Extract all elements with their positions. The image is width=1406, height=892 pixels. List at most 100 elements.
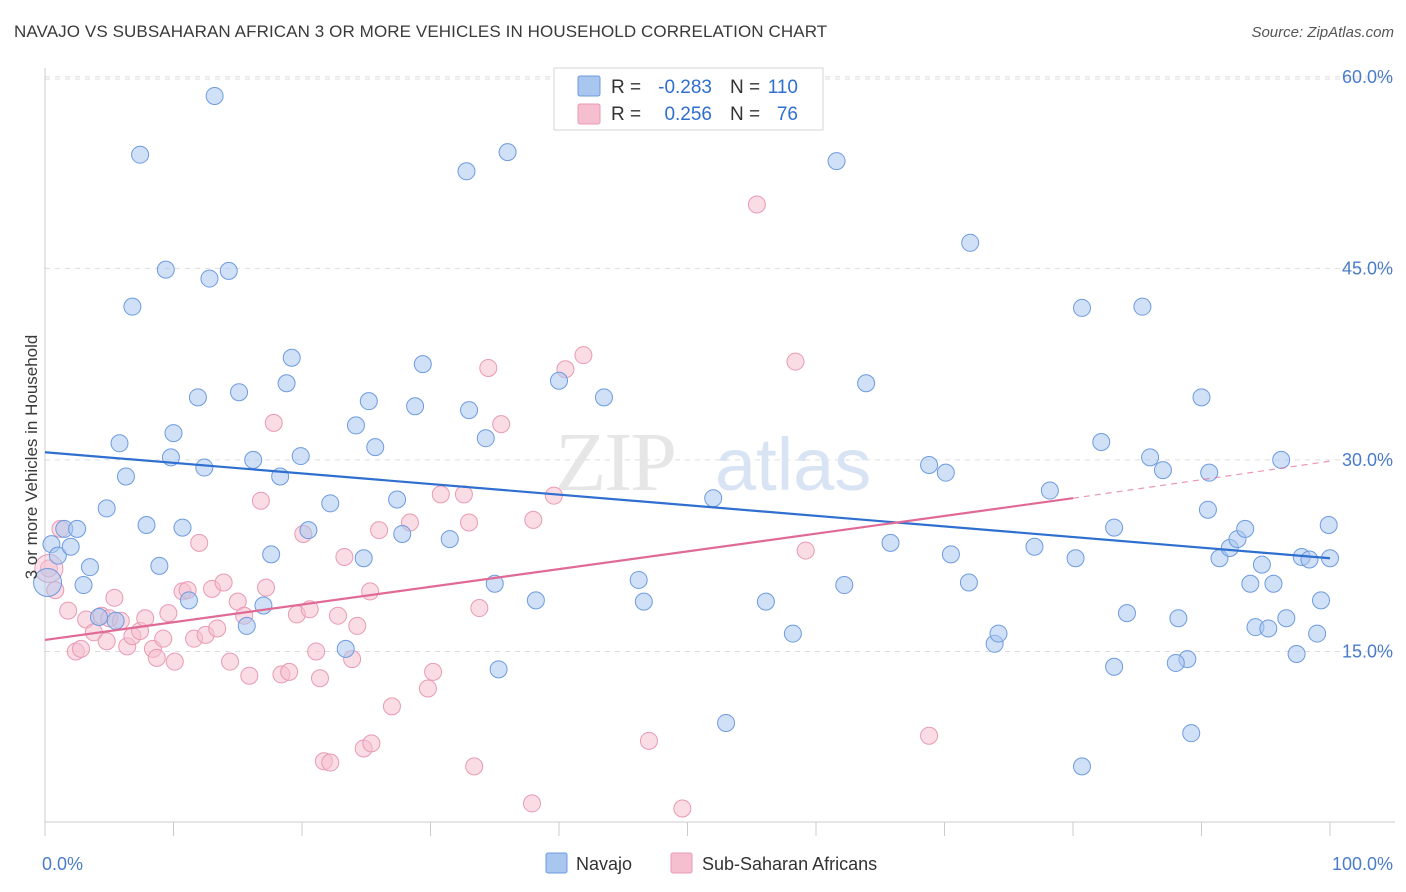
- subsaharan-point: [251, 491, 270, 510]
- series-subsaharan-points: [34, 195, 939, 818]
- y-tick-label-0: 15.0%: [1342, 641, 1393, 661]
- legend: R = -0.283 N = 110 R = 0.256 N = 76: [553, 67, 824, 131]
- subsaharan-point: [523, 794, 542, 813]
- subsaharan-point: [424, 662, 443, 681]
- navajo-point: [131, 145, 150, 164]
- subsaharan-point: [59, 601, 78, 620]
- subsaharan-point: [465, 757, 484, 776]
- subsaharan-point: [46, 581, 65, 600]
- subsaharan-point: [221, 652, 240, 671]
- navajo-point: [717, 713, 736, 732]
- navajo-point: [629, 570, 648, 589]
- subsaharan-point: [348, 616, 367, 635]
- source-credit: Source: ZipAtlas.com: [1251, 24, 1394, 41]
- navajo-point: [406, 397, 425, 416]
- navajo-point: [262, 545, 281, 564]
- subsaharan-point: [280, 662, 299, 681]
- navajo-point: [1105, 518, 1124, 537]
- navajo-point: [1277, 609, 1296, 628]
- navajo-point: [123, 297, 142, 316]
- navajo-point: [1117, 604, 1136, 623]
- subsaharan-point: [362, 734, 381, 753]
- subsaharan-point: [147, 648, 166, 667]
- navajo-point: [1166, 653, 1185, 672]
- navajo-point: [1192, 388, 1211, 407]
- legend-swatch-navajo: [577, 75, 601, 97]
- navajo-point: [1252, 555, 1271, 574]
- navajo-point: [936, 463, 955, 482]
- subsaharan-point: [920, 726, 939, 745]
- navajo-point: [1236, 519, 1255, 538]
- navajo-point: [498, 143, 517, 162]
- navajo-point: [704, 489, 723, 508]
- navajo-point: [1092, 433, 1111, 452]
- navajo-point: [277, 374, 296, 393]
- navajo-point: [291, 447, 310, 466]
- subsaharan-point: [190, 533, 209, 552]
- navajo-point: [97, 499, 116, 518]
- navajo-point: [110, 434, 129, 453]
- subsaharan-point: [639, 731, 658, 750]
- navajo-point: [1072, 757, 1091, 776]
- subsaharan-point: [264, 413, 283, 432]
- subsaharan-point: [321, 753, 340, 772]
- navajo-point: [550, 371, 568, 390]
- navajo-point: [219, 261, 238, 280]
- navajo-point: [299, 521, 318, 540]
- subsaharan-trend-line-extension: [1072, 460, 1331, 499]
- y-tick-label-3: 60.0%: [1342, 67, 1393, 87]
- subsaharan-point: [431, 485, 450, 504]
- navajo-point: [1300, 550, 1319, 569]
- subsaharan-point: [328, 606, 347, 625]
- subsaharan-point: [454, 485, 473, 504]
- navajo-point: [188, 388, 207, 407]
- navajo-point: [173, 518, 192, 537]
- navajo-point: [961, 233, 980, 252]
- navajo-point: [941, 545, 960, 564]
- navajo-point: [1308, 624, 1327, 643]
- subsaharan-point: [370, 521, 389, 540]
- navajo-point: [1169, 609, 1188, 628]
- bottom-legend-swatch-subsaharan: [670, 852, 693, 874]
- chart-title: NAVAJO VS SUBSAHARAN AFRICAN 3 OR MORE V…: [14, 22, 828, 41]
- subsaharan-point: [673, 799, 692, 818]
- navajo-point: [1241, 574, 1260, 593]
- navajo-point: [920, 456, 939, 475]
- subsaharan-point: [310, 669, 329, 688]
- legend-n-label-subsaharan: N =: [730, 104, 760, 125]
- x-tick-label-1: 100.0%: [1332, 854, 1393, 874]
- subsaharan-point: [361, 582, 380, 601]
- legend-n-value-navajo: 110: [768, 77, 798, 98]
- subsaharan-point: [524, 510, 543, 529]
- navajo-point: [756, 592, 775, 611]
- subsaharan-point: [786, 352, 805, 371]
- navajo-point: [1141, 448, 1160, 467]
- navajo-point: [1105, 657, 1124, 676]
- navajo-point: [1312, 591, 1331, 610]
- navajo-point: [489, 660, 508, 679]
- subsaharan-point: [492, 415, 511, 434]
- subsaharan-trend-line: [44, 497, 1074, 642]
- subsaharan-point: [159, 604, 178, 623]
- navajo-trend-line: [44, 451, 1331, 560]
- navajo-point: [200, 269, 219, 288]
- navajo-point: [1133, 297, 1152, 316]
- subsaharan-point: [214, 573, 233, 592]
- subsaharan-point: [208, 619, 227, 638]
- navajo-point: [179, 591, 198, 610]
- navajo-point: [1153, 461, 1172, 480]
- navajo-point: [393, 524, 412, 543]
- navajo-point: [1264, 574, 1283, 593]
- subsaharan-point: [136, 609, 155, 628]
- subsaharan-point: [154, 629, 173, 648]
- navajo-point: [1319, 516, 1338, 535]
- navajo-point: [1025, 537, 1044, 556]
- navajo-point: [137, 516, 156, 535]
- navajo-point: [321, 494, 340, 513]
- navajo-point: [68, 519, 87, 538]
- navajo-point: [1040, 481, 1059, 500]
- navajo-point: [205, 86, 224, 105]
- navajo-point: [61, 537, 80, 556]
- subsaharan-point: [97, 632, 116, 651]
